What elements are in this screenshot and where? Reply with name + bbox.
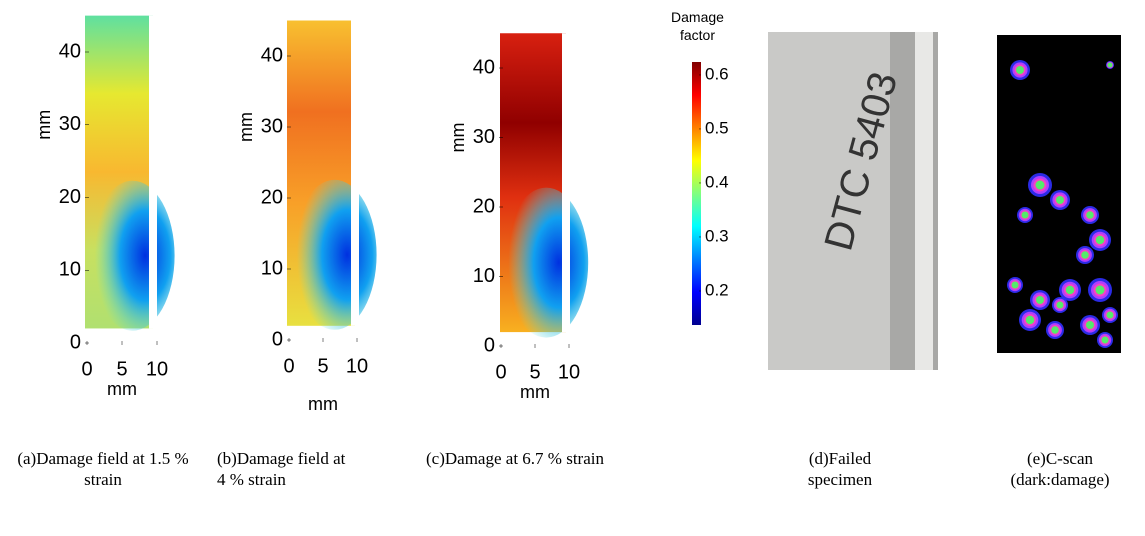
low-damage-zone xyxy=(90,180,175,331)
y-tick-label: 40 xyxy=(261,44,283,66)
c-scan-spot xyxy=(1056,301,1064,309)
c-scan-spot xyxy=(1025,315,1035,325)
colorbar xyxy=(692,62,701,325)
colorbar-tick-label: 0.3 xyxy=(705,226,729,245)
c-scan-spot xyxy=(1035,180,1045,190)
c-scan-spots xyxy=(1007,60,1118,348)
y-tick-label: 20 xyxy=(261,186,283,208)
x-tick-label: 10 xyxy=(346,355,368,377)
low-damage-zone xyxy=(504,187,589,338)
y-tick-label: 10 xyxy=(261,257,283,279)
y-tick-label: 40 xyxy=(59,40,81,62)
x-tick-label: 0 xyxy=(81,358,92,380)
x-tick-label: 10 xyxy=(558,361,580,383)
low-damage-zone xyxy=(292,179,377,330)
y-axis-label: mm xyxy=(34,110,54,140)
caption: (d)Failed specimen xyxy=(807,449,873,489)
y-tick-label: 0 xyxy=(272,328,283,350)
colorbar-tick-label: 0.6 xyxy=(705,64,729,83)
x-axis-label: mm xyxy=(107,379,137,399)
y-tick-label: 20 xyxy=(59,186,81,208)
c-scan-spot xyxy=(1056,196,1064,204)
y-tick-label: 10 xyxy=(59,259,81,281)
y-tick-label: 0 xyxy=(484,334,495,356)
y-tick-label: 0 xyxy=(70,331,81,353)
x-axis-label: mm xyxy=(308,394,338,414)
caption: (b)Damage field at 4 % strain xyxy=(217,449,346,489)
y-tick-label: 30 xyxy=(473,126,495,148)
colorbar-tick-label: 0.4 xyxy=(705,172,729,191)
x-tick-label: 5 xyxy=(529,361,540,383)
y-axis-label: mm xyxy=(448,123,468,153)
c-scan-spot xyxy=(1051,326,1059,334)
c-scan-spot xyxy=(1086,211,1094,219)
colorbar-tick-label: 0.2 xyxy=(705,280,729,299)
c-scan-spot xyxy=(1095,285,1105,295)
c-scan-spot xyxy=(1095,235,1105,245)
ruler-scale xyxy=(915,32,933,370)
caption: (c)Damage at 6.7 % strain xyxy=(426,449,604,468)
colorbar-title: Damage factor xyxy=(671,9,724,43)
c-scan-spot xyxy=(1016,66,1024,74)
y-axis-label: mm xyxy=(236,112,256,142)
y-tick-label: 10 xyxy=(473,265,495,287)
c-scan-spot xyxy=(1107,62,1113,68)
c-scan-spot xyxy=(1081,251,1089,259)
y-tick-label: 30 xyxy=(261,115,283,137)
field-edge xyxy=(562,33,570,333)
field-edge xyxy=(351,20,359,326)
x-tick-label: 10 xyxy=(146,358,168,380)
c-scan-spot xyxy=(1106,311,1114,319)
c-scan-spot xyxy=(1011,281,1019,289)
x-tick-label: 0 xyxy=(283,355,294,377)
c-scan-spot xyxy=(1086,321,1094,329)
x-tick-label: 5 xyxy=(317,355,328,377)
x-tick-label: 0 xyxy=(495,361,506,383)
c-scan-spot xyxy=(1065,285,1075,295)
c-scan-spot xyxy=(1036,296,1044,304)
y-tick-label: 40 xyxy=(473,56,495,78)
y-tick-label: 30 xyxy=(59,113,81,135)
c-scan-spot xyxy=(1021,211,1029,219)
y-tick-label: 20 xyxy=(473,195,495,217)
caption: (e)C-scan (dark:damage) xyxy=(1010,449,1110,489)
x-tick-label: 5 xyxy=(116,358,127,380)
x-axis-label: mm xyxy=(520,382,550,402)
field-edge xyxy=(149,15,157,329)
colorbar-tick-label: 0.5 xyxy=(705,118,729,137)
caption: (a)Damage field at 1.5 % strain xyxy=(17,449,189,489)
c-scan-spot xyxy=(1101,336,1109,344)
